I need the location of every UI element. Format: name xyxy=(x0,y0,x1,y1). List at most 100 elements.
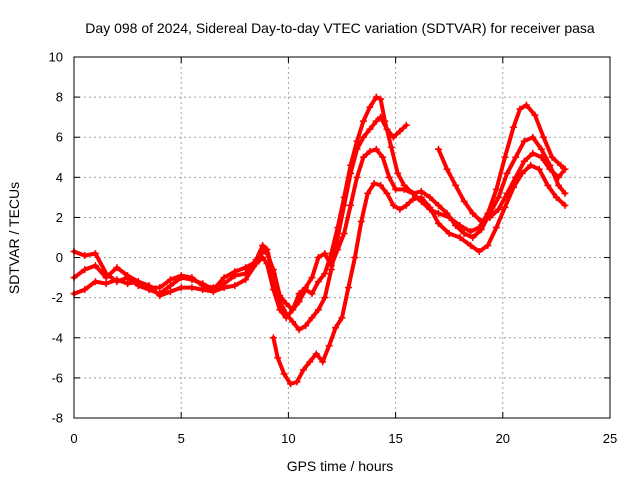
data-point-marker xyxy=(340,229,348,237)
data-point-marker xyxy=(510,123,518,131)
data-point-marker xyxy=(188,274,196,282)
data-point-marker xyxy=(231,282,239,290)
data-point-marker xyxy=(282,314,290,322)
data-point-marker xyxy=(555,181,563,189)
data-point-marker xyxy=(501,203,509,211)
data-point-marker xyxy=(426,203,434,211)
data-point-marker xyxy=(409,195,417,203)
data-point-marker xyxy=(231,272,239,280)
data-point-marker xyxy=(289,318,297,326)
data-point-marker xyxy=(434,209,442,217)
data-point-marker xyxy=(492,223,500,231)
data-point-marker xyxy=(332,324,340,332)
series-line-track-e xyxy=(436,147,567,224)
y-tick-label: -4 xyxy=(51,330,63,345)
data-point-marker xyxy=(312,350,320,358)
data-point-marker xyxy=(209,288,217,296)
data-point-marker xyxy=(220,284,228,292)
data-point-marker xyxy=(269,286,277,294)
data-point-marker xyxy=(456,234,464,241)
data-point-marker xyxy=(308,290,316,298)
data-point-marker xyxy=(434,219,442,227)
data-point-marker xyxy=(321,250,329,258)
y-tick-label: -2 xyxy=(51,290,63,305)
data-point-marker xyxy=(325,342,333,350)
data-point-marker xyxy=(372,145,380,153)
data-point-marker xyxy=(484,242,492,250)
data-point-marker xyxy=(299,366,307,374)
data-point-marker xyxy=(531,111,539,119)
data-point-marker xyxy=(124,272,132,280)
data-point-marker xyxy=(540,133,548,141)
data-point-marker xyxy=(321,270,329,278)
data-point-marker xyxy=(512,173,520,181)
data-point-marker xyxy=(319,358,327,366)
data-point-marker xyxy=(522,101,530,109)
data-point-marker xyxy=(370,179,378,187)
data-point-marker xyxy=(377,181,385,189)
chart-title: Day 098 of 2024, Sidereal Day-to-day VTE… xyxy=(85,20,595,36)
y-tick-label: -8 xyxy=(51,411,63,426)
data-point-marker xyxy=(520,137,528,145)
data-point-marker xyxy=(486,213,494,221)
data-point-marker xyxy=(276,306,284,314)
x-tick-label: 10 xyxy=(281,431,295,446)
data-point-marker xyxy=(102,274,110,282)
data-point-marker xyxy=(503,189,511,197)
data-point-marker xyxy=(469,209,477,217)
data-point-marker xyxy=(552,193,560,201)
data-point-marker xyxy=(503,169,511,177)
data-point-marker xyxy=(91,278,99,286)
data-point-marker xyxy=(516,105,524,113)
y-tick-label: 0 xyxy=(56,250,63,265)
data-point-marker xyxy=(452,221,460,229)
data-point-marker xyxy=(452,181,460,189)
y-tick-label: 4 xyxy=(56,170,63,185)
data-point-marker xyxy=(366,125,374,133)
data-point-marker xyxy=(366,103,374,111)
data-point-marker xyxy=(529,149,537,157)
y-tick-label: 10 xyxy=(49,50,63,65)
data-point-marker xyxy=(512,153,520,161)
data-point-marker xyxy=(396,205,404,213)
data-point-marker xyxy=(477,225,485,233)
y-tick-label: 8 xyxy=(56,90,63,105)
data-point-marker xyxy=(544,181,552,189)
data-point-marker xyxy=(280,370,288,378)
x-tick-label: 15 xyxy=(388,431,402,446)
data-point-marker xyxy=(379,153,387,161)
data-point-marker xyxy=(81,252,89,260)
data-point-marker xyxy=(477,217,485,225)
data-point-marker xyxy=(443,165,451,173)
data-point-marker xyxy=(188,284,196,292)
data-point-marker xyxy=(426,193,434,201)
data-point-marker xyxy=(495,205,503,213)
data-point-marker xyxy=(353,173,361,181)
data-point-marker xyxy=(306,358,314,366)
data-point-marker xyxy=(417,193,425,201)
data-point-marker xyxy=(409,189,417,197)
data-point-marker xyxy=(302,322,310,330)
data-point-marker xyxy=(124,280,132,288)
data-point-marker xyxy=(364,189,372,197)
data-point-marker xyxy=(527,161,535,169)
data-point-marker xyxy=(302,284,310,292)
data-point-marker xyxy=(417,187,425,195)
data-point-marker xyxy=(389,201,397,209)
data-point-marker xyxy=(347,169,355,177)
data-point-marker xyxy=(338,314,346,322)
data-point-marker xyxy=(561,189,569,197)
data-point-marker xyxy=(293,378,301,386)
data-point-marker xyxy=(392,185,400,193)
data-point-marker xyxy=(259,254,267,262)
data-point-marker xyxy=(389,133,397,141)
data-point-marker xyxy=(546,165,554,173)
x-tick-label: 25 xyxy=(603,431,617,446)
data-point-marker xyxy=(282,300,290,308)
x-axis-label: GPS time / hours xyxy=(287,458,394,474)
data-point-marker xyxy=(557,161,565,169)
data-point-marker xyxy=(166,276,174,284)
y-tick-label: 2 xyxy=(56,210,63,225)
data-point-marker xyxy=(113,276,121,284)
data-point-marker xyxy=(548,153,556,161)
